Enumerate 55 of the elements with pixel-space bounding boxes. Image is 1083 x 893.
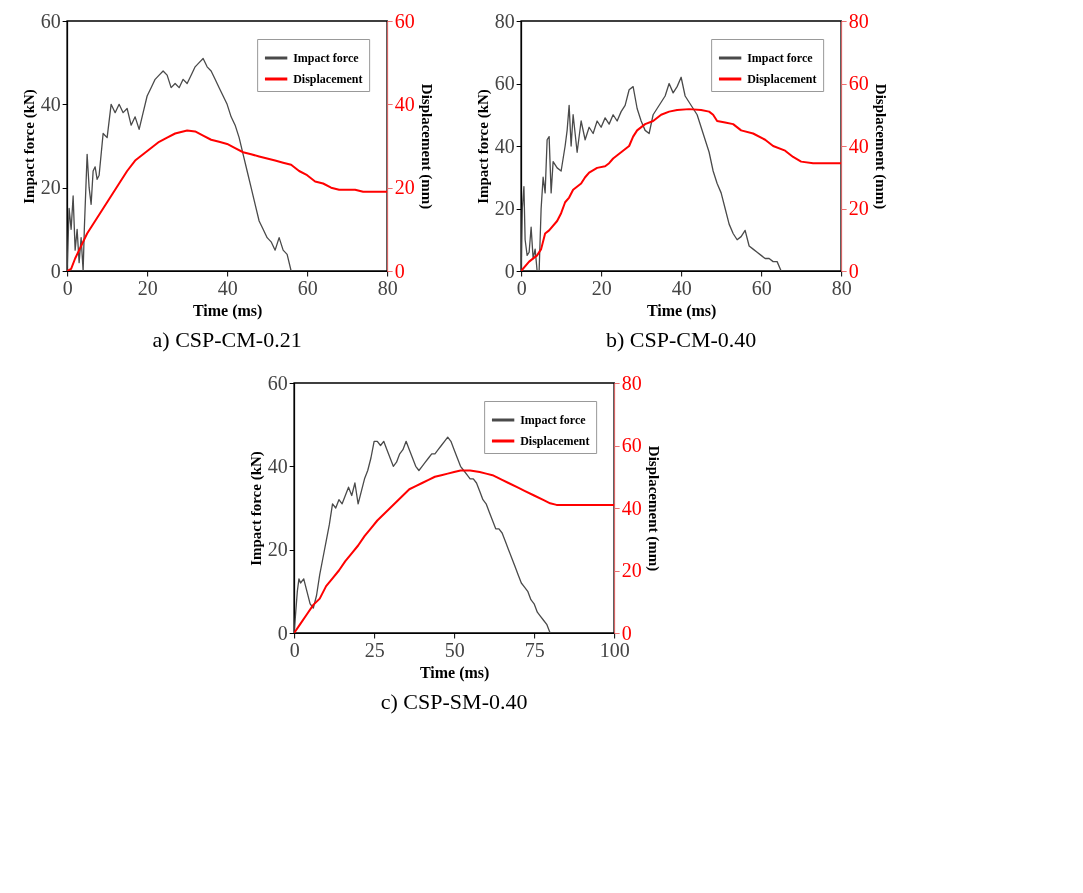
x-tick-label: 20: [137, 276, 158, 299]
x-tick-label: 25: [364, 638, 385, 661]
y2-tick-label: 0: [394, 259, 405, 282]
y-axis-title: Impact force (kN): [474, 89, 492, 204]
y-axis-title: Impact force (kN): [247, 451, 265, 566]
y-tick-label: 40: [40, 92, 61, 115]
y-tick-label: 0: [277, 621, 288, 644]
y-tick-label: 20: [494, 197, 515, 219]
y2-tick-label: 20: [848, 197, 869, 219]
y2-tick-label: 60: [394, 9, 415, 32]
y-tick-label: 0: [504, 259, 515, 282]
y-tick-label: 20: [40, 176, 61, 199]
x-axis-title: Time (ms): [419, 663, 490, 682]
y-tick-label: 60: [267, 371, 288, 394]
legend-label: Displacement: [747, 72, 817, 86]
y-tick-label: 60: [40, 9, 61, 32]
y2-tick-label: 60: [848, 72, 869, 94]
text: b) CSP-CM-0.40: [605, 327, 757, 352]
y2-tick-label: 0: [621, 621, 632, 644]
y-tick-label: 60: [494, 72, 515, 94]
text: a) CSP-CM-0.21: [152, 327, 302, 352]
x-tick-label: 60: [751, 276, 772, 299]
legend-label: Impact force: [520, 413, 587, 427]
y2-tick-label: 80: [848, 9, 869, 32]
y2-axis-title: Displacement (mm): [871, 83, 889, 210]
y-tick-label: 40: [494, 134, 515, 157]
y2-tick-label: 40: [394, 92, 415, 115]
x-tick-label: 40: [217, 276, 238, 299]
y2-tick-label: 20: [621, 559, 642, 581]
legend-label: Displacement: [293, 72, 363, 86]
y2-axis-title: Displacement (mm): [644, 445, 662, 572]
legend-label: Displacement: [520, 434, 590, 448]
x-tick-label: 50: [444, 638, 465, 661]
x-tick-label: 60: [297, 276, 318, 299]
y2-tick-label: 80: [621, 371, 642, 394]
x-axis-title: Time (ms): [192, 301, 263, 320]
y2-tick-label: 40: [848, 134, 869, 157]
legend-label: Impact force: [293, 51, 360, 65]
x-axis-title: Time (ms): [646, 301, 717, 320]
line-series: [67, 57, 292, 271]
y-tick-label: 80: [494, 9, 515, 32]
y2-tick-label: 20: [394, 176, 415, 199]
y2-tick-label: 0: [848, 259, 859, 282]
legend-label: Impact force: [747, 51, 814, 65]
x-tick-label: 20: [591, 276, 612, 299]
y2-tick-label: 40: [621, 496, 642, 519]
x-tick-label: 75: [524, 638, 545, 661]
y-tick-label: 20: [267, 538, 288, 561]
x-tick-label: 40: [671, 276, 692, 299]
y-tick-label: 40: [267, 454, 288, 477]
y2-axis-title: Displacement (mm): [417, 83, 435, 210]
y-tick-label: 0: [50, 259, 61, 282]
y-axis-title: Impact force (kN): [20, 89, 38, 204]
y2-tick-label: 60: [621, 434, 642, 456]
text: c) CSP-SM-0.40: [380, 689, 528, 714]
